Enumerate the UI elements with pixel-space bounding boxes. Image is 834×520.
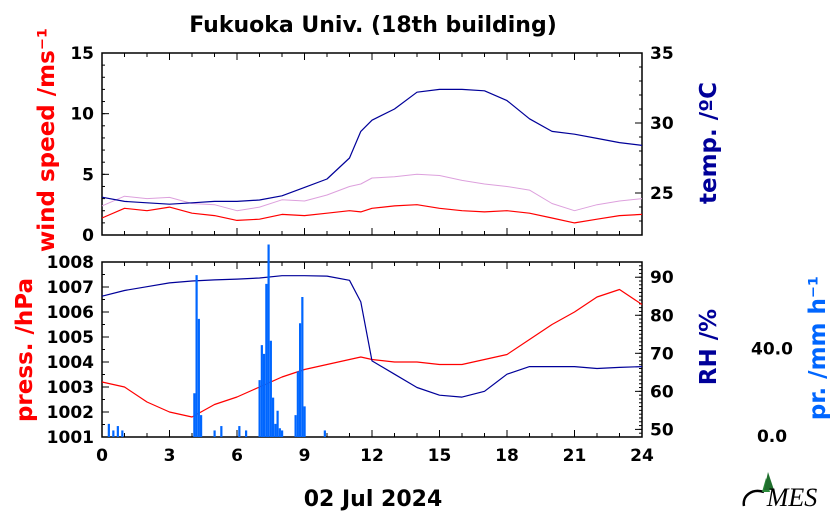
x-tick-label: 24 <box>630 446 654 466</box>
precip-bar <box>265 283 268 437</box>
x-tick-label: 12 <box>360 446 384 466</box>
left-tick-label: 1001 <box>47 428 94 448</box>
precip-bar <box>276 410 279 437</box>
precip-bar <box>281 430 284 437</box>
precip-bar <box>193 393 196 437</box>
right-tick-label: 30 <box>650 114 674 134</box>
x-tick-label: 18 <box>495 446 519 466</box>
wind-temp-panel: 0 5 10 15 25 30 35 wind speed /ms⁻¹ temp. /ºC <box>34 28 722 252</box>
mes-logo: MES <box>742 472 818 512</box>
left-axis-title: press. /hPa <box>12 278 38 422</box>
right-tick-label: 25 <box>650 184 674 204</box>
x-tick-label: 21 <box>563 446 587 466</box>
precip-bar <box>121 430 124 437</box>
pressure-rh-panel: 0 3 6 9 12 15 18 21 24 1001 1002 1003 1004 1005 1006 10… <box>12 244 831 466</box>
precip-bar <box>116 426 119 437</box>
right-tick-label: 35 <box>650 44 674 64</box>
x-tick-label: 15 <box>428 446 452 466</box>
right-tick-label: 50 <box>650 420 674 440</box>
left-tick-label: 0 <box>82 226 94 246</box>
precip-bar <box>263 353 266 437</box>
chart-title: Fukuoka Univ. (18th building) <box>189 13 557 38</box>
right-axis-title: temp. /ºC <box>696 82 722 204</box>
right-axis-title: RH /% <box>696 309 722 385</box>
precip-bar <box>258 380 261 437</box>
x-tick-label: 9 <box>299 446 311 466</box>
x-tick-label: 6 <box>231 446 243 466</box>
left-tick-label: 1006 <box>47 303 94 323</box>
left-tick-label: 15 <box>70 44 94 64</box>
right-tick-label: 60 <box>650 382 674 402</box>
precip-bar <box>278 428 281 437</box>
right-series-line <box>101 275 643 398</box>
precip-bar <box>238 426 241 437</box>
precip-axis-title: pr. /mm h⁻¹ <box>805 276 831 420</box>
precip-tick-label: 40.0 <box>751 340 793 360</box>
precip-bar <box>303 406 306 437</box>
left-tick-label: 1007 <box>47 278 94 298</box>
precip-bar <box>200 415 203 437</box>
precip-bar <box>260 345 263 437</box>
left-tick-label: 1003 <box>47 378 94 398</box>
left-tick-label: 1004 <box>47 353 94 373</box>
precip-bar <box>274 423 277 437</box>
precip-bar <box>269 340 272 437</box>
precip-bar <box>213 430 216 437</box>
precip-bar <box>245 430 248 437</box>
precip-bar <box>220 426 223 437</box>
right-tick-label: 90 <box>650 268 674 288</box>
precip-bar <box>197 318 200 437</box>
precip-tick-label: 0.0 <box>757 427 787 447</box>
left-tick-label: 5 <box>82 165 94 185</box>
date-label: 02 Jul 2024 <box>304 487 443 512</box>
precip-bar <box>272 397 275 437</box>
left-tick-label: 1002 <box>47 403 94 423</box>
left-series-line <box>101 288 643 418</box>
x-tick-label: 3 <box>164 446 176 466</box>
precip-bar <box>107 423 110 437</box>
precip-bar <box>299 323 302 437</box>
left-series-line <box>101 173 643 212</box>
left-axis-title: wind speed /ms⁻¹ <box>34 28 60 252</box>
left-tick-label: 1005 <box>47 328 94 348</box>
left-tick-label: 10 <box>70 105 94 125</box>
right-tick-label: 80 <box>650 306 674 326</box>
left-series-line <box>101 204 643 224</box>
logo-text: MES <box>766 483 818 512</box>
precip-bar <box>301 297 304 437</box>
precip-bar <box>323 430 326 437</box>
precip-bar <box>267 244 270 437</box>
precip-bar <box>112 430 115 437</box>
left-tick-label: 1008 <box>47 253 94 273</box>
precip-bar <box>296 371 299 437</box>
x-tick-label: 0 <box>96 446 108 466</box>
precip-bar <box>195 275 198 437</box>
precip-bar <box>294 415 297 437</box>
right-tick-label: 70 <box>650 344 674 364</box>
plot-frame <box>101 261 643 438</box>
right-series-line <box>101 88 643 205</box>
